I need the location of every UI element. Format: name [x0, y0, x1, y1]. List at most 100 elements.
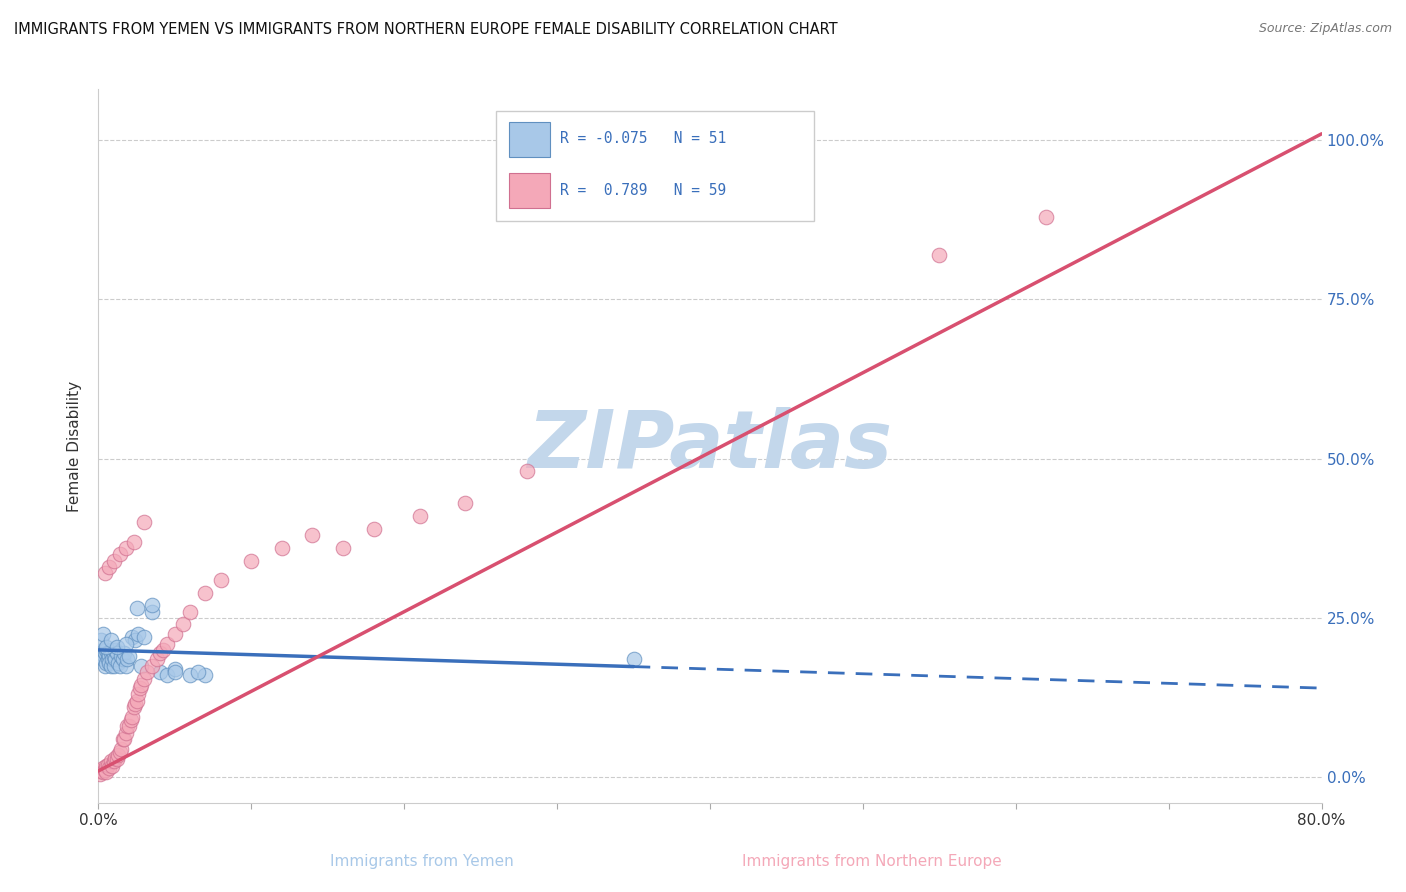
Point — [90, 646, 112, 660]
Text: Immigrants from Yemen: Immigrants from Yemen — [330, 854, 513, 869]
Point — [94, 759, 117, 773]
Point — [129, 658, 152, 673]
Point — [187, 665, 209, 680]
Point — [1035, 210, 1057, 224]
Point — [103, 755, 125, 769]
Point — [108, 658, 131, 673]
FancyBboxPatch shape — [496, 111, 814, 221]
Point — [101, 643, 124, 657]
Point — [121, 710, 143, 724]
Point — [301, 528, 323, 542]
Point — [90, 764, 112, 778]
Point — [97, 757, 120, 772]
Point — [105, 646, 128, 660]
Point — [332, 541, 354, 555]
Point — [104, 643, 127, 657]
Point — [104, 751, 127, 765]
Point — [163, 665, 186, 680]
Point — [141, 658, 163, 673]
Point — [124, 697, 146, 711]
Point — [103, 649, 125, 664]
Point — [91, 761, 114, 775]
Point — [97, 646, 120, 660]
Point — [107, 747, 129, 762]
Point — [103, 658, 125, 673]
Point — [118, 649, 141, 664]
Point — [97, 652, 120, 666]
Text: Source: ZipAtlas.com: Source: ZipAtlas.com — [1258, 22, 1392, 36]
Point — [516, 465, 538, 479]
Point — [163, 627, 186, 641]
Point — [91, 652, 114, 666]
Point — [149, 646, 172, 660]
Point — [134, 630, 156, 644]
Point — [156, 636, 179, 650]
Point — [122, 534, 145, 549]
Point — [94, 640, 117, 654]
Point — [172, 617, 194, 632]
Point — [115, 658, 138, 673]
Point — [928, 248, 950, 262]
Point — [152, 643, 174, 657]
Point — [91, 643, 114, 657]
Point — [118, 719, 141, 733]
Point — [115, 725, 138, 739]
Point — [115, 541, 138, 555]
Point — [94, 643, 117, 657]
Text: R =  0.789   N = 59: R = 0.789 N = 59 — [560, 183, 725, 198]
Point — [163, 662, 186, 676]
Point — [156, 668, 179, 682]
Point — [363, 522, 385, 536]
Point — [141, 605, 163, 619]
Point — [194, 668, 217, 682]
Point — [623, 652, 645, 666]
Point — [127, 627, 149, 641]
Point — [115, 636, 138, 650]
Point — [127, 688, 149, 702]
Point — [105, 640, 128, 654]
Point — [98, 761, 121, 775]
Point — [89, 767, 111, 781]
Point — [110, 741, 132, 756]
Point — [134, 516, 156, 530]
Point — [124, 633, 146, 648]
Point — [91, 627, 114, 641]
Point — [128, 681, 150, 695]
Point — [93, 566, 115, 581]
Point — [149, 665, 172, 680]
Point — [100, 658, 122, 673]
Point — [93, 646, 115, 660]
Point — [122, 700, 145, 714]
Point — [100, 755, 122, 769]
Point — [103, 554, 125, 568]
Point — [94, 656, 117, 670]
Point — [240, 554, 263, 568]
Point — [454, 496, 477, 510]
Point — [117, 652, 139, 666]
Point — [120, 713, 142, 727]
Point — [105, 752, 128, 766]
Point — [125, 601, 148, 615]
Point — [98, 656, 121, 670]
Point — [100, 633, 122, 648]
Point — [101, 759, 124, 773]
Point — [91, 765, 114, 780]
Point — [101, 652, 124, 666]
Bar — [509, 172, 550, 208]
Point — [141, 599, 163, 613]
Point — [209, 573, 232, 587]
Point — [117, 719, 139, 733]
Point — [121, 630, 143, 644]
Text: IMMIGRANTS FROM YEMEN VS IMMIGRANTS FROM NORTHERN EUROPE FEMALE DISABILITY CORRE: IMMIGRANTS FROM YEMEN VS IMMIGRANTS FROM… — [14, 22, 838, 37]
Point — [94, 765, 117, 780]
Point — [129, 678, 152, 692]
Point — [89, 649, 111, 664]
Point — [270, 541, 292, 555]
Point — [108, 547, 131, 561]
Point — [104, 652, 127, 666]
Bar — [509, 121, 550, 157]
Point — [111, 652, 134, 666]
Text: R = -0.075   N = 51: R = -0.075 N = 51 — [560, 131, 725, 146]
Point — [107, 656, 129, 670]
Point — [145, 652, 167, 666]
